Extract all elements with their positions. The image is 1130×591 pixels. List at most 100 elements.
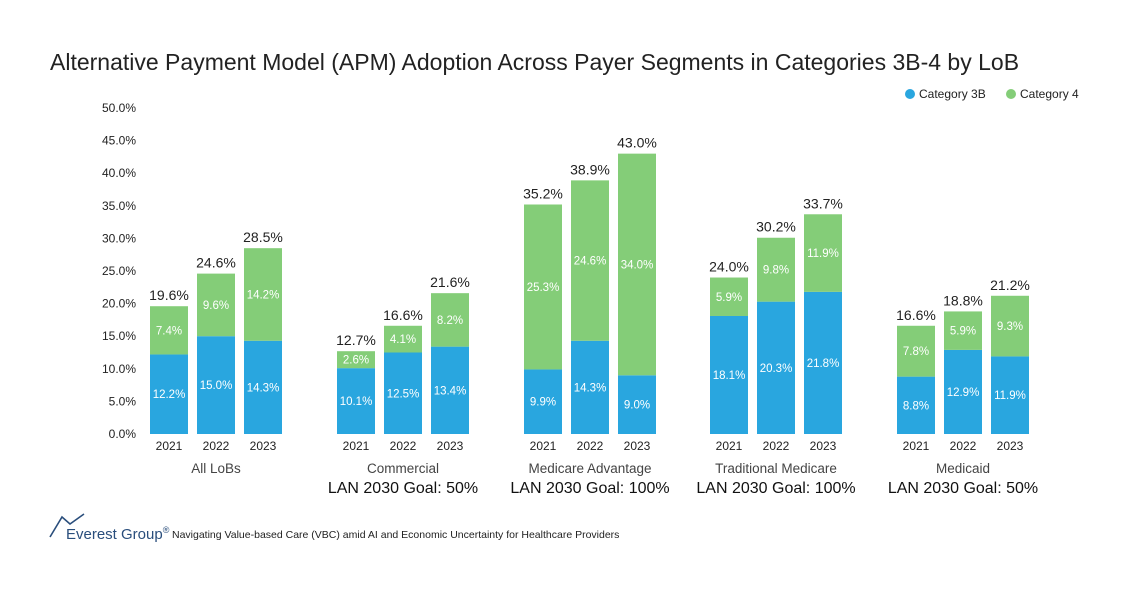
total-label: 30.2% — [756, 219, 796, 235]
bar-category-4 — [150, 306, 188, 355]
y-tick-label: 45.0% — [102, 134, 136, 148]
data-label-category-3b: 14.3% — [574, 382, 607, 394]
bar-category-3b — [337, 368, 375, 434]
data-label-category-4: 14.2% — [247, 289, 280, 301]
bar-category-3b — [757, 301, 795, 434]
x-tick-label: 2023 — [997, 439, 1024, 453]
bar-category-3b — [524, 369, 562, 434]
report-title: Navigating Value-based Care (VBC) amid A… — [172, 529, 619, 541]
total-label: 19.6% — [149, 287, 189, 303]
x-tick-label: 2023 — [250, 439, 277, 453]
x-tick-label: 2022 — [950, 439, 977, 453]
bar-category-4 — [197, 273, 235, 337]
legend: Category 3B Category 4 — [905, 87, 1079, 101]
data-label-category-4: 5.9% — [716, 292, 742, 304]
bar-category-3b — [618, 375, 656, 434]
data-label-category-3b: 12.2% — [153, 389, 186, 401]
data-label-category-3b: 20.3% — [760, 363, 793, 375]
data-label-category-4: 7.8% — [903, 346, 929, 358]
x-tick-label: 2023 — [437, 439, 464, 453]
x-tick-label: 2022 — [203, 439, 230, 453]
data-label-category-4: 8.2% — [437, 315, 463, 327]
bar-category-3b — [710, 315, 748, 434]
data-label-category-4: 2.6% — [343, 355, 369, 367]
group-label: Medicaid — [936, 461, 990, 476]
bar-category-3b — [384, 352, 422, 434]
bar-category-4 — [804, 214, 842, 292]
data-label-category-4: 25.3% — [527, 282, 560, 294]
total-label: 21.2% — [990, 277, 1030, 293]
bar-category-4 — [618, 153, 656, 376]
data-label-category-4: 4.1% — [390, 334, 416, 346]
data-label-category-4: 9.6% — [203, 300, 229, 312]
total-label: 16.6% — [896, 307, 936, 323]
bar-category-3b — [991, 356, 1029, 434]
bar-category-4 — [244, 248, 282, 341]
data-label-category-4: 9.8% — [763, 265, 789, 277]
data-label-category-4: 7.4% — [156, 325, 182, 337]
data-label-category-3b: 14.3% — [247, 382, 280, 394]
y-axis: 0.0% 5.0% 10.0% 15.0% 20.0% 25.0% 30.0% 35.0% 40… — [102, 101, 136, 441]
data-label-category-3b: 15.0% — [200, 380, 233, 392]
group-label: All LoBs — [191, 461, 241, 476]
goal-label: LAN 2030 Goal: 100% — [510, 480, 669, 497]
data-label-category-3b: 12.9% — [947, 387, 980, 399]
data-label-category-3b: 18.1% — [713, 370, 746, 382]
bar-category-3b — [150, 354, 188, 434]
total-label: 24.6% — [196, 255, 236, 271]
x-tick-label: 2022 — [390, 439, 417, 453]
bar-category-3b — [804, 291, 842, 434]
everest-logo-icon — [49, 513, 85, 538]
goal-label: LAN 2030 Goal: 100% — [696, 480, 855, 497]
bar-category-3b — [571, 340, 609, 434]
legend-swatch-category-4 — [1006, 89, 1016, 99]
bar-group: 12.2% 7.4% 19.6% 2021 15.0% 9.6% 24.6% 2022 14.3… — [149, 229, 283, 476]
bar-category-4 — [710, 277, 748, 316]
x-tick-label: 2023 — [810, 439, 837, 453]
bar-category-4 — [431, 293, 469, 347]
total-label: 18.8% — [943, 292, 983, 308]
legend-swatch-category-3b — [905, 89, 915, 99]
bar-group: 10.1% 2.6% 12.7% 2021 12.5% 4.1% 16.6% 2022 13.4… — [328, 274, 478, 497]
legend-label-category-4: Category 4 — [1020, 87, 1079, 101]
bar-category-4 — [337, 351, 375, 369]
data-label-category-4: 24.6% — [574, 256, 607, 268]
data-label-category-3b: 8.8% — [903, 400, 929, 412]
x-tick-label: 2021 — [716, 439, 743, 453]
x-tick-label: 2023 — [624, 439, 651, 453]
group-label: Commercial — [367, 461, 439, 476]
total-label: 38.9% — [570, 161, 610, 177]
total-label: 35.2% — [523, 185, 563, 201]
total-label: 28.5% — [243, 229, 283, 245]
x-tick-label: 2021 — [343, 439, 370, 453]
y-tick-label: 30.0% — [102, 231, 136, 245]
bar-category-4 — [991, 295, 1029, 357]
x-tick-label: 2022 — [577, 439, 604, 453]
goal-label: LAN 2030 Goal: 50% — [328, 480, 478, 497]
y-tick-label: 35.0% — [102, 199, 136, 213]
y-tick-label: 0.0% — [109, 427, 137, 441]
plot-area: 12.2% 7.4% 19.6% 2021 15.0% 9.6% 24.6% 2022 14.3… — [149, 135, 1038, 497]
x-tick-label: 2021 — [530, 439, 557, 453]
total-label: 16.6% — [383, 307, 423, 323]
bar-group: 18.1% 5.9% 24.0% 2021 20.3% 9.8% 30.2% 2022 21.8… — [696, 195, 855, 497]
data-label-category-3b: 13.4% — [434, 385, 467, 397]
total-label: 21.6% — [430, 274, 470, 290]
y-tick-label: 50.0% — [102, 101, 136, 115]
data-label-category-3b: 9.0% — [624, 400, 650, 412]
bar-category-3b — [431, 346, 469, 434]
chart-title: Alternative Payment Model (APM) Adoption… — [50, 49, 1019, 75]
bar-category-4 — [944, 311, 982, 350]
x-tick-label: 2021 — [156, 439, 183, 453]
total-label: 12.7% — [336, 332, 376, 348]
y-tick-label: 40.0% — [102, 166, 136, 180]
total-label: 24.0% — [709, 259, 749, 275]
y-tick-label: 15.0% — [102, 329, 136, 343]
brand-name: Everest Group® — [66, 525, 170, 543]
bar-category-4 — [897, 325, 935, 377]
x-tick-label: 2021 — [903, 439, 930, 453]
bar-category-4 — [757, 237, 795, 302]
data-label-category-4: 9.3% — [997, 321, 1023, 333]
data-label-category-3b: 12.5% — [387, 388, 420, 400]
bar-category-4 — [571, 180, 609, 341]
